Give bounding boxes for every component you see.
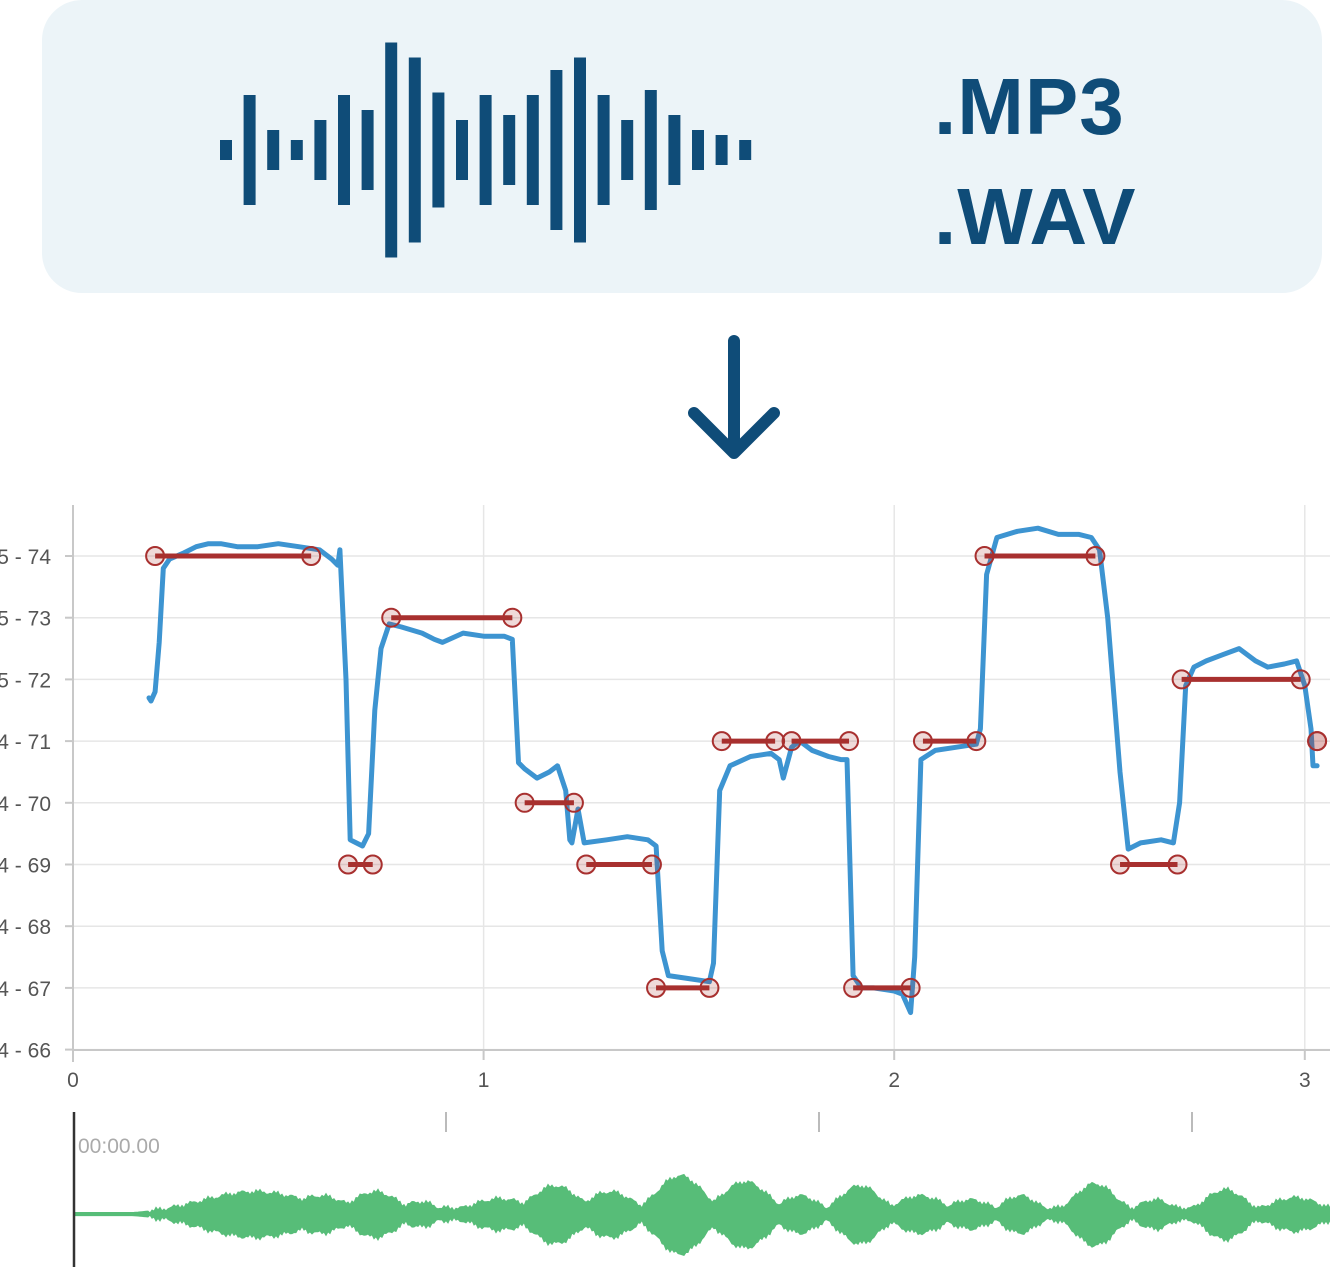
audio-bar (338, 95, 350, 205)
note-segment (145, 546, 322, 566)
audio-bar (644, 90, 657, 210)
audio-bar (479, 95, 492, 205)
note-segment (781, 731, 860, 752)
y-tick-label: 5 - 73 (0, 608, 51, 631)
audio-bar (361, 110, 374, 190)
note-endpoint-marker[interactable] (338, 854, 359, 875)
y-tick-label: 4 - 70 (0, 793, 51, 816)
note-segment (646, 977, 720, 998)
note-endpoint-marker[interactable] (514, 792, 535, 813)
y-tick-label: 4 - 71 (0, 731, 51, 754)
note-endpoint-marker[interactable] (843, 977, 864, 998)
audio-bar (267, 130, 280, 170)
note-segment (381, 607, 523, 628)
x-tick-label: 1 (478, 1069, 490, 1092)
note-endpoint-marker[interactable] (1290, 669, 1311, 690)
note-segment (1307, 731, 1328, 752)
audio-bar (692, 130, 704, 170)
note-endpoint-marker[interactable] (765, 731, 786, 752)
x-tick-label: 3 (1299, 1069, 1311, 1092)
note-endpoint-marker[interactable] (1167, 854, 1188, 875)
audio-bar (668, 115, 681, 185)
note-endpoint-marker[interactable] (1085, 546, 1106, 566)
audio-bar (550, 70, 563, 230)
audio-bar (408, 57, 421, 243)
audio-bar (574, 57, 586, 243)
pitch-curve-line (146, 525, 1320, 1016)
plot-area (145, 525, 1328, 1016)
y-tick-label: 4 - 67 (0, 978, 51, 1001)
audio-waveform-track: 00:00.00 (72, 1112, 1330, 1267)
grid (73, 505, 1330, 1051)
y-tick-label: 4 - 69 (0, 855, 51, 878)
x-tick-label: 0 (67, 1069, 79, 1092)
note-endpoint-marker[interactable] (646, 977, 667, 998)
note-endpoint-marker[interactable] (1171, 669, 1192, 690)
audio-file-card: .MP3 .WAV (42, 0, 1322, 293)
note-endpoint-marker[interactable] (301, 546, 322, 566)
note-endpoint-marker[interactable] (711, 731, 732, 752)
note-segment (843, 977, 921, 998)
audio-bar (739, 140, 752, 160)
audio-bar (621, 120, 634, 180)
note-endpoint-marker[interactable] (900, 977, 921, 998)
note-endpoint-marker[interactable] (966, 731, 987, 752)
y-tick-label: 5 - 74 (0, 546, 51, 569)
x-tick-label: 2 (888, 1069, 900, 1092)
audio-waveform-icon (220, 42, 752, 258)
audio-bar (385, 42, 398, 258)
note-segment (1171, 669, 1311, 690)
note-endpoint-marker[interactable] (145, 546, 166, 566)
note-endpoint-marker[interactable] (699, 977, 720, 998)
format-wav-label: .WAV (934, 172, 1137, 261)
audio-bar (456, 120, 468, 180)
audio-bar (526, 95, 539, 205)
note-endpoint-marker[interactable] (563, 792, 584, 813)
format-list: .MP3 .WAV (934, 52, 1194, 272)
y-tick-label: 4 - 68 (0, 916, 51, 939)
note-endpoint-marker[interactable] (576, 854, 597, 875)
note-segment (711, 731, 786, 752)
pitch-chart: 5 - 74 5 - 73 5 - 72 4 - 71 4 - 70 4 - 69 4 - … (0, 505, 1330, 1092)
audio-bar (314, 120, 327, 180)
note-segment (1110, 854, 1188, 875)
note-endpoint-marker[interactable] (641, 854, 662, 875)
note-segment (974, 546, 1106, 566)
audio-bar (715, 135, 728, 165)
note-endpoint-marker[interactable] (912, 731, 933, 752)
note-endpoint-marker[interactable] (362, 854, 383, 875)
note-endpoint-marker[interactable] (502, 607, 523, 628)
y-tick-label: 5 - 72 (0, 669, 51, 692)
note-segment (912, 731, 987, 752)
note-endpoint-marker[interactable] (1307, 731, 1328, 752)
note-segment (338, 854, 383, 875)
audio-waveform-shape (73, 1173, 1330, 1256)
note-segment (514, 792, 584, 813)
audio-bar (503, 115, 516, 185)
audio-bar (432, 92, 445, 208)
note-endpoint-marker[interactable] (381, 607, 402, 628)
audio-bar (290, 140, 303, 160)
audio-bar (220, 140, 232, 160)
playhead-time-label: 00:00.00 (78, 1135, 160, 1158)
note-endpoint-marker[interactable] (974, 546, 995, 566)
audio-bar (597, 95, 610, 205)
down-arrow-icon (688, 335, 780, 459)
note-endpoint-marker[interactable] (839, 731, 860, 752)
format-mp3-label: .MP3 (934, 62, 1125, 151)
note-endpoint-marker[interactable] (781, 731, 802, 752)
y-tick-label: 4 - 66 (0, 1040, 51, 1063)
audio-bar (243, 95, 256, 205)
note-segment (576, 854, 662, 875)
note-endpoint-marker[interactable] (1110, 854, 1131, 875)
